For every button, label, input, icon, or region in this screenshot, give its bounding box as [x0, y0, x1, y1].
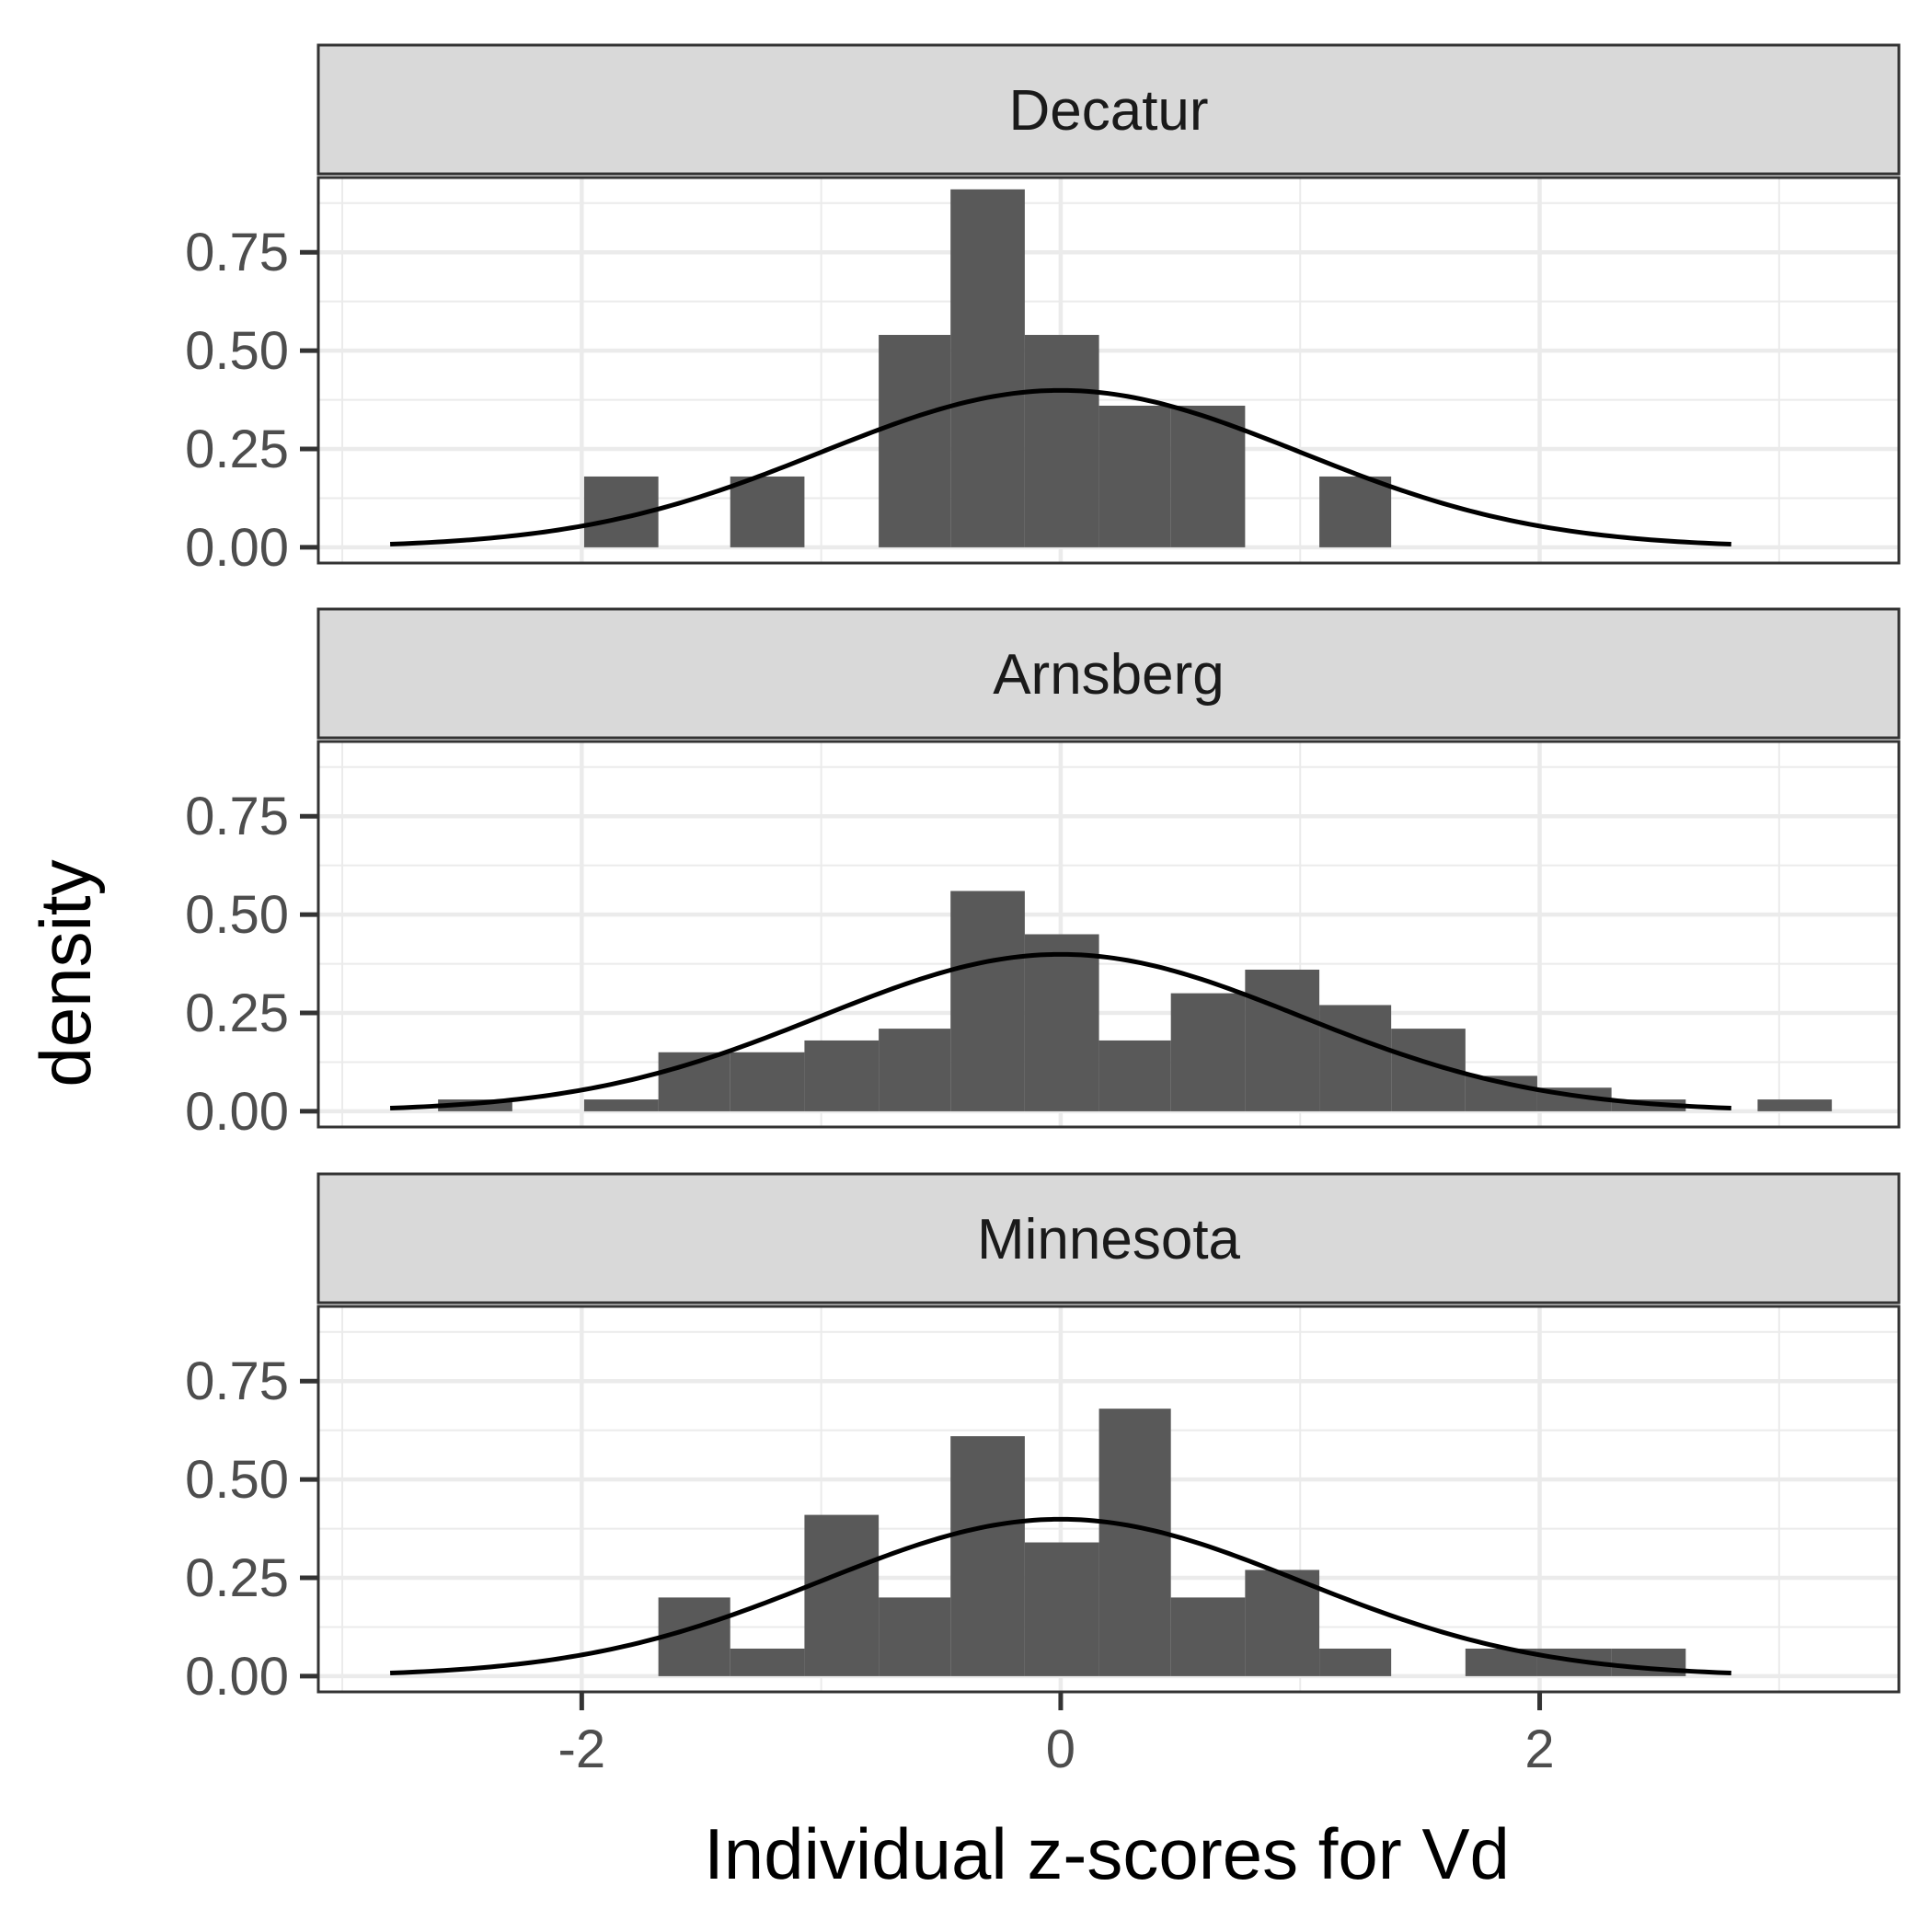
y-tick-label: 0.50 [185, 321, 289, 381]
facet-strip-label: Minnesota [977, 1208, 1241, 1271]
histogram-bar [583, 1099, 659, 1111]
histogram-bar [1319, 476, 1392, 547]
facet-strip [316, 43, 1901, 176]
y-tick-label: 0.25 [185, 983, 289, 1043]
histogram-bar [730, 1648, 805, 1676]
histogram-bar [1245, 1570, 1320, 1676]
panel-border [316, 1305, 1901, 1694]
histogram-bar [1757, 1099, 1833, 1111]
y-axis: 0.00 0.25 0.50 0.75 [185, 1351, 318, 1707]
histogram-bar [1170, 1597, 1246, 1676]
facet-panel-decatur: Decatur 0.00 0.25 0.50 0.75 [185, 43, 1901, 578]
histogram-bar [950, 1436, 1025, 1676]
histogram-bars [583, 189, 1392, 547]
normal-density-curve [389, 951, 1731, 1111]
y-tick-label: 0.25 [185, 420, 289, 479]
histogram-bar [1170, 993, 1246, 1111]
normal-density-curve [389, 1516, 1731, 1676]
y-tick-label: 0.75 [185, 787, 289, 846]
y-tick-label: 0.50 [185, 885, 289, 945]
y-axis: 0.00 0.25 0.50 0.75 [185, 223, 318, 578]
histogram-bar [1098, 1409, 1171, 1676]
x-tick-label: 0 [1046, 1719, 1075, 1779]
x-tick-label: 2 [1524, 1719, 1554, 1779]
facet-strip-label: Decatur [1008, 79, 1208, 143]
panel-border [316, 740, 1901, 1129]
histogram-bar [1319, 1005, 1392, 1111]
histogram-bar [804, 1040, 880, 1111]
histogram-bar [879, 1029, 951, 1111]
y-tick-label: 0.75 [185, 223, 289, 282]
facet-strip [316, 1172, 1901, 1305]
y-tick-label: 0.00 [185, 518, 289, 578]
facet-strip-label: Arnsberg [993, 643, 1225, 707]
y-axis-title: density [25, 859, 106, 1087]
histogram-bar [1245, 969, 1320, 1111]
panel-border [316, 176, 1901, 565]
histogram-bar [1024, 934, 1099, 1111]
histogram-bars [658, 1409, 1686, 1676]
normal-density-curve [389, 387, 1731, 547]
facet-panels: Decatur0.000.250.500.75Arnsberg0.000.250… [185, 43, 1901, 1707]
y-tick-label: 0.75 [185, 1351, 289, 1411]
histogram-bar [804, 1514, 880, 1676]
histogram-bar [1319, 1648, 1392, 1676]
histogram-bar [879, 1597, 951, 1676]
histogram-bar [1098, 1040, 1171, 1111]
histogram-bar [879, 335, 951, 547]
histogram-bar [1024, 335, 1099, 547]
y-tick-label: 0.25 [185, 1548, 289, 1608]
histogram-bar [730, 476, 805, 547]
y-tick-label: 0.50 [185, 1450, 289, 1510]
histogram-bar [1098, 405, 1171, 547]
histogram-bars [438, 891, 1833, 1111]
x-axis: -2 0 2 [558, 1692, 1555, 1779]
x-axis-title: Individual z-scores for Vd [704, 1813, 1510, 1894]
facet-panel-minnesota: Minnesota 0.00 0.25 0.50 0.75 [185, 1172, 1901, 1707]
histogram-bar [1170, 405, 1246, 547]
facet-strip [316, 607, 1901, 740]
histogram-bar [950, 891, 1025, 1111]
histogram-bar [730, 1052, 805, 1111]
facet-panel-arnsberg: Arnsberg 0.00 0.25 0.50 0.75 [185, 607, 1901, 1142]
x-tick-label: -2 [558, 1719, 606, 1779]
histogram-bar [950, 189, 1025, 547]
y-tick-label: 0.00 [185, 1647, 289, 1707]
y-tick-label: 0.00 [185, 1082, 289, 1142]
y-axis: 0.00 0.25 0.50 0.75 [185, 787, 318, 1142]
histogram-bar [1024, 1542, 1099, 1676]
